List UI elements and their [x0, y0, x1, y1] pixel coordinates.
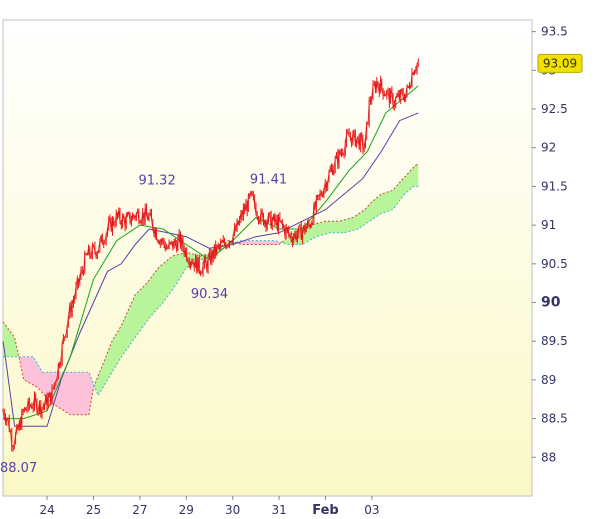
cloud-segment-1	[18, 356, 95, 415]
last-price-label: 93.09	[543, 56, 577, 70]
y-tick-label-7: 90	[541, 295, 561, 311]
y-tick-label-3: 92	[541, 141, 556, 155]
cloud-segment-2	[94, 240, 235, 394]
y-tick-label-4: 91.5	[541, 179, 568, 193]
annotation-3: 88.07	[0, 461, 37, 476]
last-price-tag: 93.09	[537, 53, 583, 73]
cloud-segment-0	[3, 321, 19, 357]
indicator-lines	[2, 85, 419, 427]
price-line	[2, 61, 419, 448]
x-axis: 24 25 27 29 30 31 Feb 03	[39, 496, 380, 518]
y-tick-label-10: 88.5	[541, 412, 568, 426]
x-tick-label-7: 03	[364, 503, 379, 517]
x-tick-label-2: 27	[132, 503, 147, 517]
annotation-1: 91.41	[250, 172, 287, 187]
x-tick-label-0: 24	[39, 503, 54, 517]
x-tick-label-6: Feb	[312, 503, 338, 518]
x-tick-label-1: 25	[86, 503, 101, 517]
y-tick-label-8: 89.5	[541, 334, 568, 348]
senkou-span-a-line	[2, 162, 419, 416]
ichimoku-cloud	[2, 162, 419, 416]
last-price-badge	[537, 53, 583, 73]
annotation-0: 91.32	[139, 173, 176, 188]
y-tick-label-2: 92.5	[541, 102, 568, 116]
plot-area	[3, 20, 532, 496]
y-tick-label-9: 89	[541, 373, 556, 387]
y-tick-label-11: 88	[541, 450, 556, 464]
cloud-segment-4	[281, 163, 419, 245]
plot-frame	[2, 19, 533, 497]
cloud-segment-3	[235, 240, 282, 245]
tenkan-line	[3, 85, 419, 420]
kijun-line	[2, 112, 419, 427]
senkou-span-b-line	[3, 185, 419, 397]
x-tick-label-5: 31	[271, 503, 286, 517]
annotations: 91.32 91.41 90.34 88.07	[0, 172, 287, 476]
annotation-2: 90.34	[191, 287, 228, 302]
y-tick-label-5: 91	[541, 218, 556, 232]
y-tick-label-0: 93.5	[541, 25, 568, 39]
x-tick-label-3: 29	[179, 503, 194, 517]
price-series	[2, 58, 419, 452]
y-tick-label-6: 90.5	[541, 257, 568, 271]
x-tick-label-4: 30	[225, 503, 240, 517]
